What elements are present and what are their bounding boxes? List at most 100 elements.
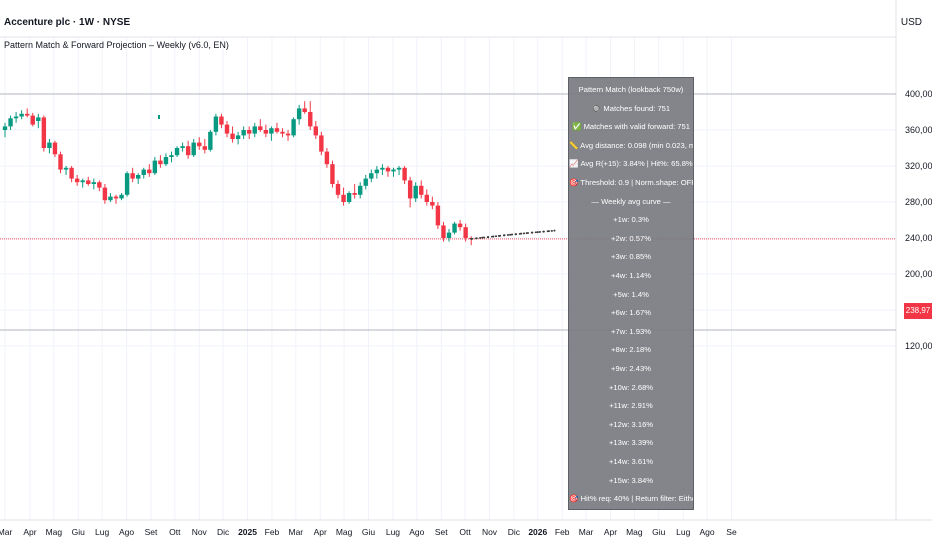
time-tick-label: Lug — [676, 527, 690, 537]
candle — [30, 112, 35, 127]
candle — [413, 182, 418, 202]
candle — [208, 130, 213, 152]
candle-body — [202, 146, 207, 150]
projection-point — [525, 232, 528, 235]
projection-point — [497, 234, 500, 237]
projection-point — [531, 231, 534, 234]
candle-body — [91, 182, 96, 184]
candle — [285, 130, 291, 141]
time-tick-label: Apr — [604, 527, 617, 537]
candle — [19, 110, 24, 120]
candle — [2, 122, 8, 138]
panel-line: Pattern Match (lookback 750w) — [578, 85, 684, 94]
projection-point — [486, 236, 489, 239]
currency-label[interactable]: USD — [900, 17, 922, 28]
candle-body — [102, 187, 108, 201]
candle-body — [280, 131, 285, 134]
candle-body — [413, 185, 418, 199]
price-tick-label: 120,00 — [905, 341, 932, 351]
candle-body — [313, 126, 318, 136]
time-tick-label: Se — [726, 527, 737, 537]
candle — [47, 139, 52, 154]
candle — [36, 113, 41, 129]
time-tick-label: Ago — [119, 527, 134, 537]
price-tick-label: 280,00 — [905, 197, 932, 207]
candle — [219, 113, 224, 129]
panel-line: 📏 Avg distance: 0.098 (min 0.023, max 0.… — [569, 140, 693, 150]
time-tick-label: Feb — [555, 527, 570, 537]
candle-body — [86, 180, 91, 184]
candle-body — [285, 133, 291, 136]
time-tick-label: Set — [435, 527, 448, 537]
candle-body — [69, 167, 74, 179]
price-tick-label: 320,00 — [905, 161, 932, 171]
candle — [302, 101, 307, 114]
candle — [252, 122, 257, 138]
time-tick-label: Dic — [508, 527, 521, 537]
projection-point — [536, 231, 539, 234]
candle-body — [163, 157, 169, 165]
candle-body — [124, 173, 130, 195]
candle — [274, 122, 280, 134]
candle-body — [185, 146, 191, 156]
candle-body — [174, 148, 180, 156]
candle-body — [36, 117, 41, 121]
candle-body — [463, 227, 468, 238]
panel-line: 🎯 Threshold: 0.9 | Norm.shape: OFF — [569, 178, 693, 187]
panel-line: +5w: 1.4% — [613, 289, 649, 299]
candle — [363, 175, 368, 190]
candle — [419, 180, 424, 199]
panel-line: +2w: 0.57% — [611, 233, 651, 243]
candle — [463, 223, 468, 242]
panel-line: +3w: 0.85% — [611, 252, 651, 262]
candles — [2, 101, 474, 246]
candle — [258, 119, 263, 132]
candle — [407, 176, 413, 208]
panel-line: +7w: 1.93% — [611, 326, 651, 336]
candle — [391, 167, 396, 177]
candle — [358, 182, 363, 199]
candle — [424, 189, 429, 206]
candle — [402, 166, 407, 184]
candle — [8, 115, 13, 130]
candle-body — [147, 169, 152, 174]
candle — [169, 151, 174, 163]
indicator-name[interactable]: Pattern Match & Forward Projection – Wee… — [4, 40, 229, 50]
candle — [280, 128, 285, 138]
candle — [141, 167, 146, 179]
candle-body — [296, 108, 302, 120]
candle-body — [324, 151, 330, 165]
candle — [235, 131, 241, 145]
panel-line: 🔘 Matches found: 751 — [591, 103, 671, 113]
time-tick-label: Feb — [265, 527, 280, 537]
projection-point — [509, 233, 512, 236]
time-tick-label: Mag — [46, 527, 63, 537]
candle — [185, 140, 191, 159]
candle-body — [235, 135, 241, 139]
candle — [180, 142, 185, 152]
candle — [197, 137, 202, 150]
candle-body — [213, 116, 219, 132]
time-tick-label: Mar — [0, 527, 12, 537]
time-tick-label: Ago — [700, 527, 715, 537]
panel-line: +1w: 0.3% — [613, 215, 649, 225]
candle — [58, 151, 63, 174]
chart-title[interactable]: Accenture plc · 1W · NYSE — [4, 17, 131, 28]
candle — [136, 173, 141, 184]
candle — [430, 196, 435, 210]
candle — [97, 180, 102, 192]
candle-body — [385, 167, 391, 172]
candle-body — [269, 128, 274, 134]
time-tick-label: Mag — [626, 527, 643, 537]
candle — [224, 121, 230, 138]
candle-body — [319, 135, 324, 152]
candle — [324, 148, 330, 168]
candle — [213, 113, 219, 136]
candle — [25, 108, 30, 118]
candle-body — [446, 232, 452, 238]
panel-line: +12w: 3.16% — [608, 419, 654, 429]
candle-body — [52, 142, 58, 155]
candle-body — [352, 193, 357, 195]
candle-body — [252, 126, 257, 134]
